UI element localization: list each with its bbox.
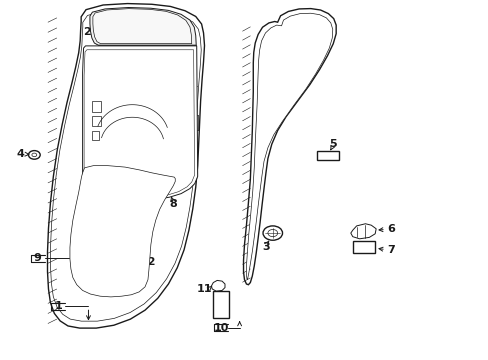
Text: 2: 2 xyxy=(83,27,91,37)
Circle shape xyxy=(263,226,282,240)
Circle shape xyxy=(128,56,137,63)
Text: 3: 3 xyxy=(262,242,270,252)
Circle shape xyxy=(177,77,184,82)
Text: 6: 6 xyxy=(386,225,394,234)
Circle shape xyxy=(133,108,141,113)
Text: 8: 8 xyxy=(169,199,177,209)
Circle shape xyxy=(95,76,102,81)
Circle shape xyxy=(172,108,180,113)
Circle shape xyxy=(162,55,170,61)
Circle shape xyxy=(113,105,122,112)
Polygon shape xyxy=(47,4,204,328)
Text: 12: 12 xyxy=(141,257,156,267)
Circle shape xyxy=(109,86,116,91)
Polygon shape xyxy=(350,224,375,239)
Circle shape xyxy=(164,59,182,72)
Circle shape xyxy=(148,56,156,62)
Polygon shape xyxy=(161,186,176,194)
Polygon shape xyxy=(211,280,224,291)
Polygon shape xyxy=(90,8,196,45)
FancyBboxPatch shape xyxy=(92,131,99,140)
Text: 10: 10 xyxy=(213,323,228,333)
Polygon shape xyxy=(93,205,112,217)
Circle shape xyxy=(102,68,109,73)
Polygon shape xyxy=(70,166,175,297)
Text: 5: 5 xyxy=(329,139,336,149)
Polygon shape xyxy=(106,88,138,105)
FancyBboxPatch shape xyxy=(316,151,338,160)
Polygon shape xyxy=(243,9,335,285)
Circle shape xyxy=(114,56,122,62)
Circle shape xyxy=(162,106,170,112)
Circle shape xyxy=(180,95,186,100)
Circle shape xyxy=(28,150,40,159)
Text: 9: 9 xyxy=(34,253,41,263)
Polygon shape xyxy=(88,260,117,270)
Circle shape xyxy=(174,85,182,91)
FancyBboxPatch shape xyxy=(213,291,228,318)
Text: 4: 4 xyxy=(16,149,24,159)
Circle shape xyxy=(92,67,99,72)
Polygon shape xyxy=(102,35,112,43)
Text: 11: 11 xyxy=(196,284,212,294)
FancyBboxPatch shape xyxy=(92,116,101,126)
Circle shape xyxy=(98,54,108,62)
Circle shape xyxy=(123,107,131,113)
Polygon shape xyxy=(246,13,332,280)
Circle shape xyxy=(167,69,175,75)
Text: 1: 1 xyxy=(54,301,62,311)
Polygon shape xyxy=(82,46,197,200)
Polygon shape xyxy=(93,9,191,44)
FancyBboxPatch shape xyxy=(92,101,101,112)
FancyBboxPatch shape xyxy=(352,241,374,253)
Polygon shape xyxy=(131,82,170,105)
Circle shape xyxy=(99,85,107,91)
Text: 7: 7 xyxy=(386,245,394,255)
Circle shape xyxy=(104,77,111,82)
Circle shape xyxy=(92,132,155,178)
